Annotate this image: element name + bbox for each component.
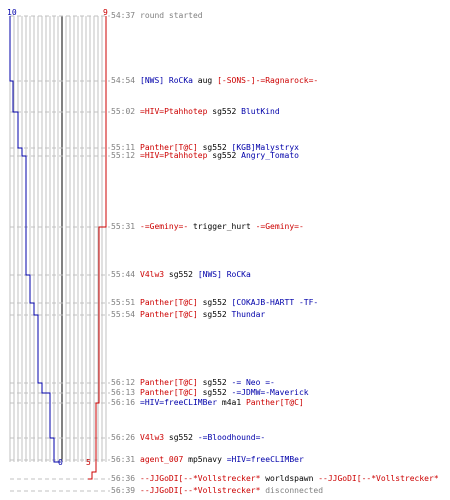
event-row: Panther[T@C] sg552 [COKAJB-HARTT -TF-: [140, 298, 318, 307]
event-text: disconnected: [260, 486, 324, 495]
player-name: =HIV=freeCLIMBer: [226, 455, 304, 464]
event-row: V4lw3 sg552 -=Bloodhound=-: [140, 433, 265, 442]
event-time: 56:39: [111, 486, 136, 495]
player-name: =HIV=freeCLIMBer: [140, 398, 218, 407]
event-row: Panther[T@C] sg552 [KGB]Malystryx: [140, 143, 299, 152]
blue-team-start-count: 10: [7, 8, 17, 17]
event-row: Panther[T@C] sg552 -= Neo =-: [140, 378, 275, 387]
event-time: 55:12: [111, 151, 136, 160]
event-time: 55:44: [111, 270, 136, 279]
player-name: -=JDMW=-Maverick: [231, 388, 309, 397]
event-time: 56:12: [111, 378, 136, 387]
event-weapon: sg552: [197, 298, 232, 307]
player-name: =HIV=Ptahhotep: [140, 107, 208, 116]
red-team-alive-line: [88, 16, 107, 480]
player-name: -=Geminy=-: [255, 222, 304, 231]
event-weapon: sg552: [197, 143, 232, 152]
player-name: Panther[T@C]: [140, 143, 198, 152]
event-row: --JJGoDI[--*Vollstrecker* worldspawn --J…: [140, 474, 439, 483]
blue-team-alive-line: [9, 16, 60, 463]
red-team-end-count: 5: [86, 458, 91, 467]
event-row: Panther[T@C] sg552 Thundar: [140, 310, 265, 319]
event-row: agent_007 mp5navy =HIV=freeCLIMBer: [140, 455, 304, 464]
player-name: --JJGoDI[--*Vollstrecker*: [140, 474, 261, 483]
event-weapon: sg552: [207, 107, 242, 116]
player-name: V4lw3: [140, 433, 165, 442]
player-name: [KGB]Malystryx: [231, 143, 299, 152]
event-row: [NWS] RoCKa aug [-SONS-]-=Ragnarock=-: [140, 76, 318, 85]
event-weapon: trigger_hurt: [188, 222, 256, 231]
player-name: Angry_Tomato: [241, 151, 299, 160]
player-name: Panther[T@C]: [245, 398, 304, 407]
player-name: agent_007: [140, 455, 184, 464]
player-name: BlutKind: [241, 107, 280, 116]
player-name: [NWS] RoCKa: [197, 270, 251, 279]
player-name: Thundar: [231, 310, 266, 319]
player-name: Panther[T@C]: [140, 298, 198, 307]
event-weapon: sg552: [197, 310, 232, 319]
event-row: -=Geminy=- trigger_hurt -=Geminy=-: [140, 222, 304, 231]
event-time: 54:54: [111, 76, 136, 85]
event-time: 55:54: [111, 310, 136, 319]
player-name: -=Geminy=-: [140, 222, 189, 231]
event-weapon: aug: [192, 76, 218, 85]
event-weapon: m4a1: [217, 398, 246, 407]
event-weapon: sg552: [164, 433, 198, 442]
event-time: 55:31: [111, 222, 136, 231]
event-weapon: mp5navy: [183, 455, 227, 464]
player-name: [-SONS-]-=Ragnarock=-: [217, 76, 319, 85]
event-row: =HIV=freeCLIMBer m4a1 Panther[T@C]: [140, 398, 304, 407]
event-row: V4lw3 sg552 [NWS] RoCKa: [140, 270, 251, 279]
event-time: 55:02: [111, 107, 136, 116]
player-name: -= Neo =-: [231, 378, 275, 387]
event-time: 56:36: [111, 474, 136, 483]
event-text: round started: [140, 11, 203, 20]
event-time: 55:51: [111, 298, 136, 307]
player-name: --JJGoDI[--*Vollstrecker*: [140, 486, 261, 495]
red-team-start-count: 9: [103, 8, 108, 17]
player-name: =HIV=Ptahhotep: [140, 151, 208, 160]
player-name: --JJGoDI[--*Vollstrecker*: [318, 474, 439, 483]
player-name: V4lw3: [140, 270, 165, 279]
event-time: 56:16: [111, 398, 136, 407]
player-name: [COKAJB-HARTT -TF-: [231, 298, 319, 307]
event-row: Panther[T@C] sg552 -=JDMW=-Maverick: [140, 388, 309, 397]
player-name: [NWS] RoCKa: [140, 76, 193, 85]
event-weapon: sg552: [164, 270, 198, 279]
event-time: 56:31: [111, 455, 136, 464]
event-row: =HIV=Ptahhotep sg552 Angry_Tomato: [140, 151, 299, 160]
event-row: =HIV=Ptahhotep sg552 BlutKind: [140, 107, 280, 116]
player-name: -=Bloodhound=-: [197, 433, 266, 442]
event-time: 56:13: [111, 388, 136, 397]
event-row: round started: [140, 11, 203, 20]
event-weapon: sg552: [207, 151, 242, 160]
event-time: 56:26: [111, 433, 136, 442]
player-name: Panther[T@C]: [140, 378, 198, 387]
player-name: Panther[T@C]: [140, 310, 198, 319]
player-name: Panther[T@C]: [140, 388, 198, 397]
event-weapon: sg552: [197, 378, 232, 387]
blue-team-end-count: 0: [58, 458, 63, 467]
event-time: 55:11: [111, 143, 136, 152]
event-row: --JJGoDI[--*Vollstrecker* disconnected: [140, 486, 323, 495]
event-weapon: sg552: [197, 388, 232, 397]
event-weapon: worldspawn: [260, 474, 319, 483]
event-time: 54:37: [111, 11, 136, 20]
